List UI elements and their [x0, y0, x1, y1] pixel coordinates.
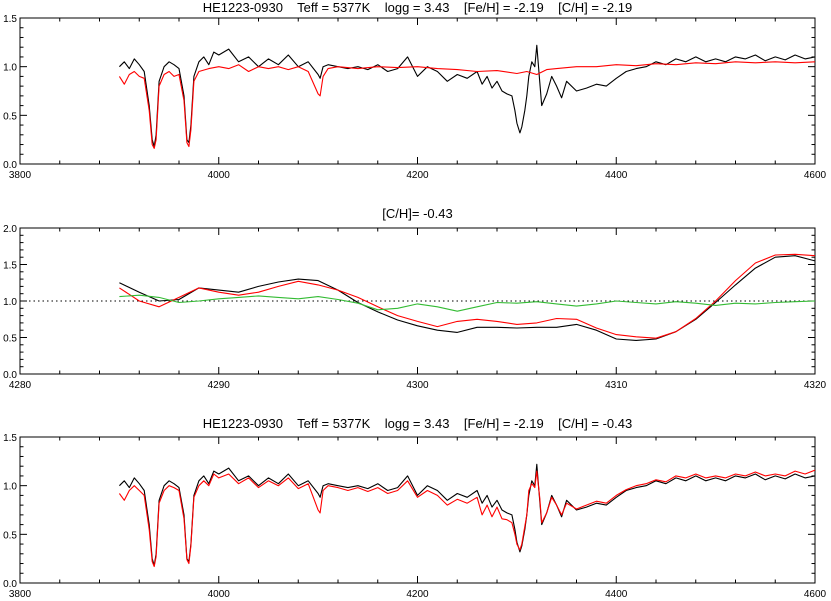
x-tick-label: 4320: [804, 380, 827, 391]
chart-panel-1: HE1223-0930 Teff = 5377K logg = 3.43 [Fe…: [3, 0, 826, 181]
y-tick-label: 2.0: [3, 224, 17, 235]
y-tick-label: 1.0: [3, 63, 17, 74]
x-tick-label: 4300: [406, 380, 429, 391]
chart-title: [C/H]= -0.43: [382, 206, 452, 221]
chart-panel-2: [C/H]= -0.43 4280 4290 4300 4310 4320 0.0 0.5 1.…: [3, 206, 826, 391]
x-tick-label: 4000: [208, 170, 231, 181]
x-tick-label: 4600: [804, 170, 827, 181]
chart-title: HE1223-0930 Teff = 5377K logg = 3.43 [Fe…: [203, 0, 633, 15]
series-line-2: [119, 253, 815, 339]
y-tick-label: 0.5: [3, 111, 17, 122]
x-tick-label: 4400: [605, 589, 628, 600]
series-line-2: [118, 469, 815, 568]
x-tick-label: 4280: [9, 380, 32, 391]
series-line-1: [119, 463, 815, 567]
x-tick-label: 4200: [406, 170, 429, 181]
series-line-1: [119, 44, 815, 148]
y-tick-label: 1.0: [3, 482, 17, 493]
y-tick-label: 0.0: [3, 579, 17, 590]
series-line-3: [119, 294, 815, 312]
y-tick-label: 1.5: [3, 14, 17, 25]
x-tick-label: 3800: [9, 589, 32, 600]
y-tick-label: 0.0: [3, 370, 17, 381]
chart-panel-3: HE1223-0930 Teff = 5377K logg = 3.43 [Fe…: [3, 416, 826, 600]
x-tick-label: 4000: [208, 589, 231, 600]
y-tick-label: 0.5: [3, 530, 17, 541]
series-line-1: [119, 255, 815, 341]
y-tick-label: 1.5: [3, 261, 17, 272]
y-tick-label: 0.0: [3, 160, 17, 171]
y-tick-label: 1.5: [3, 433, 17, 444]
x-tick-label: 4400: [605, 170, 628, 181]
y-tick-label: 1.0: [3, 297, 17, 308]
x-tick-label: 3800: [9, 170, 32, 181]
chart-title: HE1223-0930 Teff = 5377K logg = 3.43 [Fe…: [203, 416, 633, 431]
y-tick-label: 0.5: [3, 334, 17, 345]
x-tick-label: 4200: [406, 589, 429, 600]
series-line-2: [118, 61, 815, 149]
plot-frame: [19, 436, 816, 584]
plot-frame: [19, 17, 816, 165]
x-tick-label: 4290: [208, 380, 231, 391]
x-tick-label: 4600: [804, 589, 827, 600]
x-tick-label: 4310: [605, 380, 628, 391]
